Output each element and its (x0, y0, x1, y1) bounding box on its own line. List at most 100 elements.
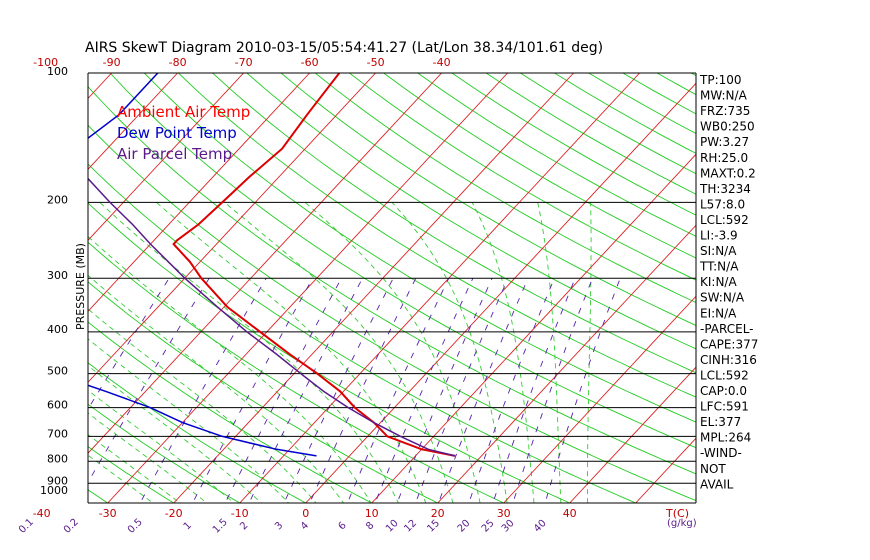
mixing-ratio-line (492, 278, 576, 503)
dry-adiabat-line (349, 73, 696, 281)
dry-adiabat-line (88, 241, 505, 503)
moist-adiabat-line (88, 308, 317, 503)
chart-title: AIRS SkewT Diagram 2010-03-15/05:54:41.2… (85, 40, 603, 56)
mixing-ratio-line (468, 278, 555, 503)
mixing-ratio-tick-label: 1 (182, 520, 194, 532)
bottom-temp-tick-label: -40 (33, 507, 51, 520)
bottom-temp-tick-label: -20 (165, 507, 183, 520)
bottom-unit-label: T(C) (665, 507, 689, 520)
pressure-tick-label: 100 (47, 65, 68, 78)
mixing-ratio-line (438, 278, 529, 503)
index-label: L57:8.0 (700, 197, 745, 211)
moist-adiabat-line (88, 389, 235, 503)
isotherm-line (88, 73, 310, 312)
mixing-ratio-line (415, 278, 509, 503)
dry-adiabat-line (520, 73, 696, 175)
profile-lines (88, 73, 456, 457)
pressure-tick-label: 300 (47, 269, 68, 282)
top-temp-tick-label: -60 (301, 56, 319, 69)
parcel-temp-line (88, 177, 456, 457)
top-temp-tick-label: -80 (169, 56, 187, 69)
bottom-temp-tick-label: -10 (231, 507, 249, 520)
dry-adiabat-line (280, 73, 696, 327)
mixing-ratio-lines (88, 277, 621, 503)
dry-adiabat-line (88, 321, 373, 503)
index-label: MAXT:0.2 (700, 166, 756, 180)
legend-entry: Air Parcel Temp (117, 145, 232, 163)
pressure-tick-label: 600 (47, 399, 68, 412)
mixing-ratio-line (283, 277, 394, 503)
index-label: SW:N/A (700, 291, 745, 305)
mixing-ratio-tick-label: 0.2 (62, 517, 81, 536)
moist-adiabat-line (88, 454, 154, 503)
index-label: MPL:264 (700, 431, 751, 445)
dry-adiabat-line (88, 281, 439, 503)
isotherm-line (173, 73, 574, 503)
index-label: LCL:592 (700, 368, 749, 382)
mixing-ratio-ticks: 0.1 0.2 0.5 1 1.5 2 3 4 6 8 10 12 15 20 25 30 40 (g/kg) (17, 517, 697, 536)
mixing-ratio-tick-label: 4 (299, 520, 311, 532)
index-label: KI:N/A (700, 275, 737, 289)
index-label: EL:377 (700, 415, 741, 429)
mixing-ratio-line (544, 278, 621, 503)
mixing-ratio-tick-label: 30 (500, 518, 517, 535)
moist-adiabat-line (88, 235, 372, 503)
dry-adiabat-line (828, 73, 870, 512)
moist-adiabat-line (537, 202, 562, 503)
mixing-ratio-tick-label: 8 (364, 520, 376, 532)
bottom-temp-tick-label: 20 (431, 507, 445, 520)
index-label: CINH:316 (700, 353, 757, 367)
moist-adiabat-line (88, 365, 262, 503)
dry-adiabat-line (88, 202, 571, 503)
top-temp-tick-label: -40 (433, 56, 451, 69)
moist-adiabat-line (587, 202, 592, 503)
dry-adiabat-line (485, 73, 696, 195)
index-label: SI:N/A (700, 244, 737, 258)
isotherm-line (503, 295, 696, 503)
dewpoint-temp-line (88, 73, 317, 457)
moist-adiabat-line (88, 434, 181, 503)
index-label: NOT (700, 462, 726, 476)
index-label: LFC:591 (700, 400, 749, 414)
dry-adiabat-line (88, 163, 637, 503)
index-label: TP:100 (699, 73, 742, 87)
isotherm-line (635, 437, 696, 503)
dry-adiabat-line (88, 403, 241, 503)
bottom-temp-tick-label: 40 (563, 507, 577, 520)
index-label: -WIND- (700, 446, 742, 460)
legend-entry: Ambient Air Temp (117, 103, 250, 121)
dry-adiabat-line (246, 73, 696, 350)
index-label: MW:N/A (700, 89, 748, 103)
mixing-ratio-tick-label: 2 (238, 520, 250, 532)
dry-adiabat-line (88, 124, 696, 502)
isotherm-line (569, 366, 696, 503)
top-temp-tick-label: -70 (235, 56, 253, 69)
index-label: TH:3234 (699, 182, 751, 196)
dry-adiabat-line (212, 73, 696, 374)
moist-adiabat-line (99, 202, 399, 503)
moist-adiabat-line (391, 202, 508, 503)
moist-adiabat-line (88, 338, 290, 503)
legend: Ambient Air Temp Dew Point Temp Air Parcel… (117, 103, 250, 163)
isotherm-line (437, 224, 696, 503)
isotherm-line (88, 73, 244, 241)
mixing-ratio-line (346, 278, 450, 503)
mixing-ratio-tick-label: 40 (532, 518, 549, 535)
bottom-temp-tick-label: -30 (99, 507, 117, 520)
pressure-tick-label: 200 (47, 193, 68, 206)
mixing-ratio-unit: (g/kg) (667, 518, 697, 529)
mixing-ratio-tick-label: 6 (336, 520, 348, 532)
mixing-ratio-tick-label: 15 (425, 518, 442, 535)
index-label: WB0:250 (700, 120, 755, 134)
top-temp-tick-label: -90 (103, 56, 121, 69)
moist-adiabat-line (156, 202, 427, 503)
dry-adiabat-line (109, 73, 696, 449)
index-label: LI:-3.9 (700, 229, 738, 243)
legend-entry: Dew Point Temp (117, 124, 237, 142)
dry-adiabat-line (760, 73, 870, 512)
isotherm-line (0, 73, 46, 503)
